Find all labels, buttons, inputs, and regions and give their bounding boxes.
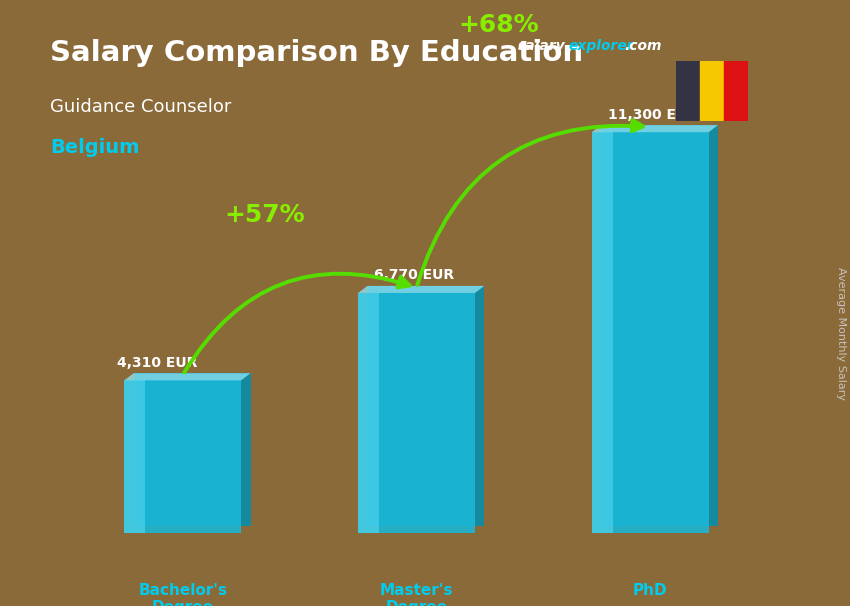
Text: Bachelor's
Degree: Bachelor's Degree: [139, 583, 227, 606]
Text: 6,770 EUR: 6,770 EUR: [374, 268, 455, 282]
Text: .com: .com: [625, 39, 662, 53]
Text: +57%: +57%: [224, 204, 305, 227]
Text: PhD: PhD: [633, 583, 667, 598]
Bar: [358, 293, 379, 533]
Text: Guidance Counselor: Guidance Counselor: [50, 98, 231, 116]
Bar: [724, 61, 748, 121]
Text: explorer: explorer: [569, 39, 634, 53]
Polygon shape: [601, 125, 718, 526]
Text: Average Monthly Salary: Average Monthly Salary: [836, 267, 846, 400]
Bar: [592, 132, 613, 533]
Polygon shape: [133, 373, 251, 526]
Text: Belgium: Belgium: [50, 138, 139, 157]
Bar: [124, 381, 241, 533]
Polygon shape: [367, 286, 484, 526]
Bar: [358, 293, 475, 533]
Bar: [676, 61, 700, 121]
Text: Master's
Degree: Master's Degree: [380, 583, 453, 606]
Text: 11,300 EUR: 11,300 EUR: [608, 107, 698, 122]
Text: salary: salary: [518, 39, 565, 53]
Polygon shape: [592, 125, 718, 132]
Text: 4,310 EUR: 4,310 EUR: [117, 356, 198, 370]
Polygon shape: [124, 373, 251, 381]
Bar: [592, 132, 709, 533]
Bar: [124, 381, 145, 533]
Bar: [700, 61, 724, 121]
Text: +68%: +68%: [458, 13, 539, 38]
Polygon shape: [358, 286, 484, 293]
Text: Salary Comparison By Education: Salary Comparison By Education: [50, 39, 583, 67]
